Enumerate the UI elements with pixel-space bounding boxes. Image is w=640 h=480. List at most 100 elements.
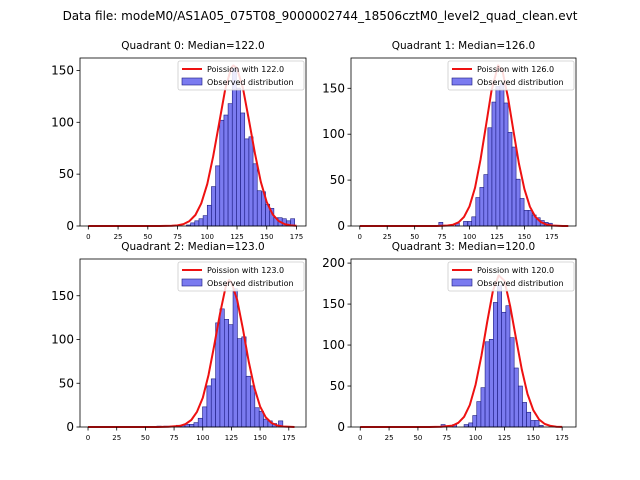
legend-box: [177, 60, 305, 91]
x-tick-label: 75: [170, 434, 179, 442]
panel-title: Quadrant 0: Median=122.0: [121, 40, 264, 52]
legend-box: [177, 261, 305, 292]
histogram-bar: [513, 367, 519, 428]
histogram-bar: [215, 165, 221, 227]
histogram-bar: [263, 418, 269, 428]
x-tick-label: 100: [196, 434, 209, 442]
y-tick-label: 150: [51, 63, 74, 77]
histogram-bar: [515, 178, 521, 227]
x-tick-label: 175: [555, 434, 568, 442]
histogram-bar: [484, 341, 490, 428]
x-tick-label: 150: [518, 233, 531, 241]
x-tick-label: 50: [143, 233, 152, 241]
x-tick-label: 25: [383, 233, 392, 241]
axes-frame: [350, 57, 577, 227]
histogram-bar: [523, 210, 529, 227]
y-tick-label: 100: [51, 333, 74, 347]
histogram-bar: [468, 422, 474, 428]
legend-label-poisson: Poission with 123.0: [207, 266, 284, 275]
histogram-bar: [194, 220, 200, 227]
x-tick-label: 25: [385, 434, 394, 442]
legend-bar-swatch: [181, 77, 203, 86]
histogram-bar: [476, 401, 482, 428]
histogram-bar: [252, 163, 258, 227]
legend-bar-swatch: [451, 278, 473, 287]
y-tick-label: 100: [51, 115, 74, 129]
histogram-bar: [518, 385, 523, 428]
legend-label-observed: Observed distribution: [207, 279, 294, 288]
x-tick-label: 100: [463, 233, 476, 241]
axes-frame: [79, 57, 307, 227]
histogram-bar: [479, 187, 485, 227]
quadrant-0-chart: Quadrant 0: Median=122.0 0 25 50 75 100 125 150…: [51, 40, 307, 241]
histogram-bar: [495, 86, 501, 227]
histogram-bar: [210, 378, 216, 428]
histogram-bar: [244, 138, 250, 227]
figure-title: Data file: modeM0/AS1A05_075T08_90000027…: [63, 9, 578, 23]
histogram-bar: [527, 210, 533, 227]
histogram-bar: [488, 339, 494, 428]
y-tick-label: 50: [330, 379, 345, 393]
x-tick-label: 0: [358, 233, 362, 241]
y-tick-label: 150: [51, 289, 74, 303]
x-tick-label: 75: [173, 233, 182, 241]
x-tick-label: 0: [86, 434, 90, 442]
legend-label-poisson: Poission with 122.0: [207, 65, 284, 74]
histogram-bar: [480, 387, 486, 428]
x-tick-label: 125: [230, 233, 243, 241]
histogram-bar: [250, 385, 256, 428]
quadrant-2-chart: Quadrant 2: Median=123.0 0 25 50 75 100 125 150…: [51, 241, 307, 442]
x-tick-label: 150: [253, 434, 266, 442]
axes-frame: [79, 258, 307, 428]
x-tick-label: 125: [498, 434, 511, 442]
y-tick-label: 50: [330, 173, 345, 187]
legend-label-observed: Observed distribution: [477, 78, 564, 87]
histogram-bar: [505, 305, 511, 428]
x-tick-label: 175: [545, 233, 558, 241]
histogram-bar: [497, 284, 502, 428]
poisson-curve: [360, 274, 563, 428]
x-tick-label: 25: [112, 434, 121, 442]
histogram-bar: [232, 288, 238, 428]
histogram-bar: [240, 112, 246, 227]
x-tick-label: 100: [201, 233, 214, 241]
x-tick-label: 50: [413, 434, 422, 442]
histogram-bar: [211, 186, 216, 227]
y-tick-label: 50: [59, 376, 74, 390]
panel-title: Quadrant 3: Median=120.0: [392, 241, 535, 253]
histogram-bar: [509, 337, 515, 428]
histogram-bar: [197, 417, 203, 428]
histogram-bar: [507, 132, 513, 227]
x-tick-label: 150: [527, 434, 540, 442]
legend-box: [447, 60, 575, 91]
histogram-bar: [206, 385, 212, 428]
histogram-bar: [248, 136, 254, 227]
axes-frame: [350, 258, 577, 428]
x-tick-label: 0: [358, 434, 362, 442]
histogram-bar: [475, 197, 481, 227]
histogram-bar: [467, 221, 473, 227]
histogram-bar: [219, 308, 225, 428]
histogram-bar: [198, 218, 204, 227]
y-tick-label: 150: [322, 81, 345, 95]
y-tick-label: 0: [337, 219, 345, 233]
y-tick-label: 50: [59, 167, 74, 181]
y-tick-label: 100: [322, 127, 345, 141]
histogram-bar: [256, 190, 262, 227]
legend-label-observed: Observed distribution: [207, 78, 294, 87]
legend-bar-swatch: [451, 77, 473, 86]
histogram-bar: [487, 127, 493, 227]
x-tick-label: 125: [225, 434, 238, 442]
y-tick-label: 150: [322, 297, 345, 311]
histogram-bar: [228, 324, 234, 428]
histogram-bar: [522, 402, 527, 428]
histogram-bar: [237, 338, 243, 428]
histogram-bar: [241, 336, 247, 428]
poisson-curve: [88, 279, 295, 428]
histogram-bar: [499, 83, 505, 227]
legend-box: [447, 261, 575, 292]
histogram-bar: [223, 114, 229, 227]
histogram-bar: [501, 311, 507, 428]
histogram-bar: [472, 415, 478, 428]
x-tick-label: 0: [86, 233, 90, 241]
